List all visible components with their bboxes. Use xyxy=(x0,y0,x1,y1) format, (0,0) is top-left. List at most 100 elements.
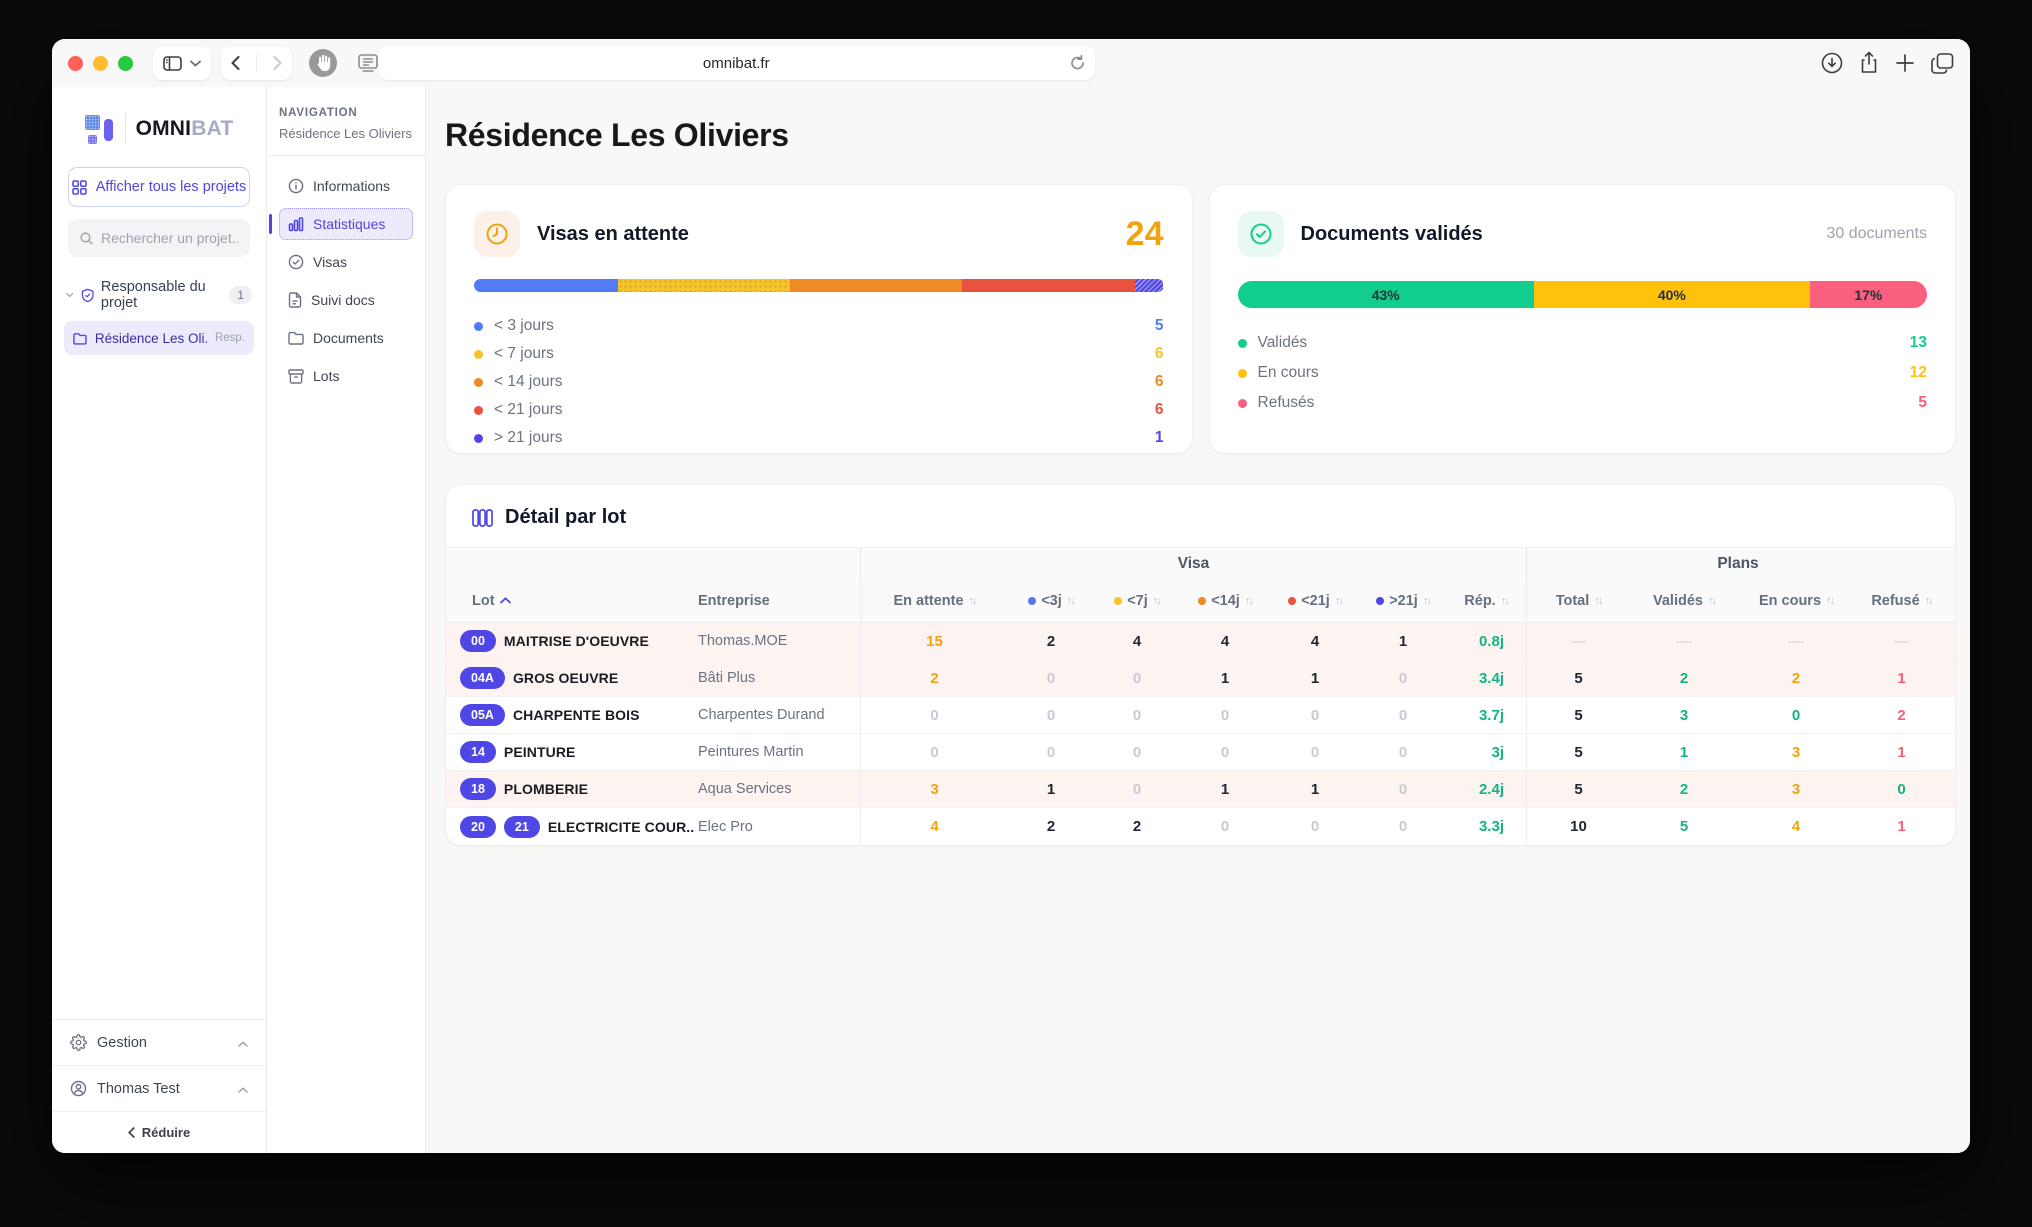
folder-icon xyxy=(73,332,87,345)
browser-window: omnibat.fr OMNIBAT Afficher tous les pro… xyxy=(52,39,1970,1153)
table-cell: 0 xyxy=(1310,818,1320,835)
sidebar-toggle-button[interactable] xyxy=(153,46,211,80)
sidebar-footer-gestion[interactable]: Gestion xyxy=(52,1019,266,1065)
table-row[interactable]: 04A GROS OEUVRE Bâti Plus 2 0 0 1 1 0 3.4j 5 2 2 1 xyxy=(446,660,1955,697)
table-cell: 0 xyxy=(1398,706,1408,724)
url-text: omnibat.fr xyxy=(702,54,770,72)
table-cell: 3.3j xyxy=(1478,818,1504,835)
column-header-rp[interactable]: Rép. ↑↓ xyxy=(1464,592,1509,609)
table-cell: 0 xyxy=(1310,706,1320,724)
table-cell: 1 xyxy=(1897,669,1906,687)
sort-icon: ↑↓ xyxy=(1594,594,1603,607)
project-count-badge: 1 xyxy=(229,286,252,304)
folder-icon xyxy=(288,331,304,345)
downloads-button[interactable] xyxy=(1821,52,1843,74)
column-header-21j[interactable]: >21j ↑↓ xyxy=(1360,579,1446,622)
table-row[interactable]: 20 21 ELECTRICITE COUR... Elec Pro 4 2 2 0 0 0 3.3… xyxy=(446,808,1955,845)
window-controls xyxy=(68,55,133,71)
content-blocker-icon[interactable] xyxy=(308,48,338,78)
table-row[interactable]: 00 MAITRISE D'OEUVRE Thomas.MOE 15 2 4 4 4 1 0.8j… xyxy=(446,623,1955,660)
reader-view-icon[interactable] xyxy=(358,54,378,72)
column-header-total[interactable]: Total ↑↓ xyxy=(1526,579,1630,622)
nav-item-suivi-docs[interactable]: Suivi docs xyxy=(279,284,413,316)
search-input[interactable] xyxy=(101,230,238,246)
table-cell: 0 xyxy=(1046,706,1056,724)
url-bar[interactable]: omnibat.fr xyxy=(378,46,1095,80)
visas-card-title: Visas en attente xyxy=(537,222,689,245)
nav-item-lots[interactable]: Lots xyxy=(279,360,413,392)
zoom-window-button[interactable] xyxy=(118,55,133,71)
collapse-sidebar-button[interactable]: Réduire xyxy=(52,1111,266,1153)
table-row[interactable]: 05A CHARPENTE BOIS Charpentes Durand 0 0 0 0 0 0… xyxy=(446,697,1955,734)
project-group[interactable]: Responsable du projet 1 xyxy=(52,273,266,321)
table-cell: 3.7j xyxy=(1478,706,1504,724)
table-cell: 2 xyxy=(1791,669,1801,687)
new-tab-button[interactable] xyxy=(1895,53,1915,73)
table-cell: 2.4j xyxy=(1478,780,1504,798)
lot-name: GROS OEUVRE xyxy=(512,670,619,686)
nav-item-visas[interactable]: Visas xyxy=(279,246,413,278)
column-header-refus[interactable]: Refusé ↑↓ xyxy=(1871,592,1933,609)
lot-name: MAITRISE D'OEUVRE xyxy=(503,633,649,649)
table-cell: 2 xyxy=(1897,706,1906,724)
table-cell: 0 xyxy=(1398,669,1408,687)
user-icon xyxy=(70,1080,87,1097)
column-header-lot[interactable]: Lot xyxy=(446,579,694,622)
legend-item: Refusés 5 xyxy=(1237,388,1927,418)
reload-icon[interactable] xyxy=(1070,55,1085,71)
sort-icon: ↑↓ xyxy=(1826,594,1835,607)
columns-icon xyxy=(472,508,493,527)
table-row[interactable]: 14 PEINTURE Peintures Martin 0 0 0 0 0 0 3j 5 1 3 1 xyxy=(446,734,1955,771)
visas-bar-segment xyxy=(790,279,963,292)
page-title: Résidence Les Oliviers xyxy=(445,117,789,153)
table-cell: 0 xyxy=(1398,780,1408,798)
lot-cell: 18 PLOMBERIE xyxy=(446,771,694,807)
show-all-projects-button[interactable]: Afficher tous les projets xyxy=(68,167,250,207)
close-window-button[interactable] xyxy=(68,55,83,71)
share-button[interactable] xyxy=(1859,51,1879,75)
omnibat-logo-icon xyxy=(84,113,115,145)
back-button[interactable] xyxy=(231,56,240,70)
nav-item-statistiques[interactable]: Statistiques xyxy=(269,208,413,240)
legend-dot xyxy=(474,321,483,331)
visas-bar-segment xyxy=(474,279,618,292)
nav-item-informations[interactable]: Informations xyxy=(279,170,413,202)
column-header-encours[interactable]: En cours ↑↓ xyxy=(1758,592,1835,609)
lot-badge: 04A xyxy=(460,667,505,689)
sidebar-item-project[interactable]: Résidence Les Oli... Resp. xyxy=(64,321,254,355)
legend-value: 5 xyxy=(1918,394,1927,411)
table-row[interactable]: 18 PLOMBERIE Aqua Services 3 1 0 1 1 0 2.4j 5 2 3 0 xyxy=(446,771,1955,808)
sort-icon: ↑↓ xyxy=(1244,594,1254,607)
entreprise-cell: Peintures Martin xyxy=(698,744,804,760)
table-cell: 0 xyxy=(1897,780,1906,798)
table-cell: 1 xyxy=(1046,780,1056,798)
column-header-entreprise[interactable]: Entreprise xyxy=(698,592,770,609)
column-header-14j[interactable]: <14j ↑↓ xyxy=(1180,579,1270,622)
column-header-7j[interactable]: <7j ↑↓ xyxy=(1094,579,1180,622)
forward-button[interactable] xyxy=(273,56,282,70)
table-cell: 1 xyxy=(1310,780,1320,798)
column-header-3j[interactable]: <3j ↑↓ xyxy=(1008,579,1094,622)
divider xyxy=(256,54,257,72)
box-icon xyxy=(288,368,304,384)
column-header-enattente[interactable]: En attente ↑↓ xyxy=(860,579,1008,622)
legend-dot xyxy=(474,433,483,443)
legend-dot xyxy=(474,377,483,387)
sidebar-toggle-icon xyxy=(163,55,182,71)
file-icon xyxy=(288,292,302,308)
column-header-21j[interactable]: <21j ↑↓ xyxy=(1270,579,1360,622)
tab-overview-button[interactable] xyxy=(1931,52,1954,74)
legend-label: Refusés xyxy=(1257,394,1315,411)
column-header-valids[interactable]: Validés ↑↓ xyxy=(1653,592,1717,609)
table-cell: 0 xyxy=(1398,818,1408,835)
table-cell: 2 xyxy=(1679,669,1689,687)
logo: OMNIBAT xyxy=(52,87,266,163)
bar-chart-icon xyxy=(288,216,304,231)
legend-value: 6 xyxy=(1154,345,1164,362)
table-cell: 5 xyxy=(1679,818,1689,835)
nav-item-documents[interactable]: Documents xyxy=(279,322,413,354)
lot-cell: 20 21 ELECTRICITE COUR... xyxy=(446,808,694,845)
minimize-window-button[interactable] xyxy=(93,55,108,71)
sidebar-footer-thomas-test[interactable]: Thomas Test xyxy=(52,1065,266,1111)
table-cell: — xyxy=(1788,632,1804,650)
